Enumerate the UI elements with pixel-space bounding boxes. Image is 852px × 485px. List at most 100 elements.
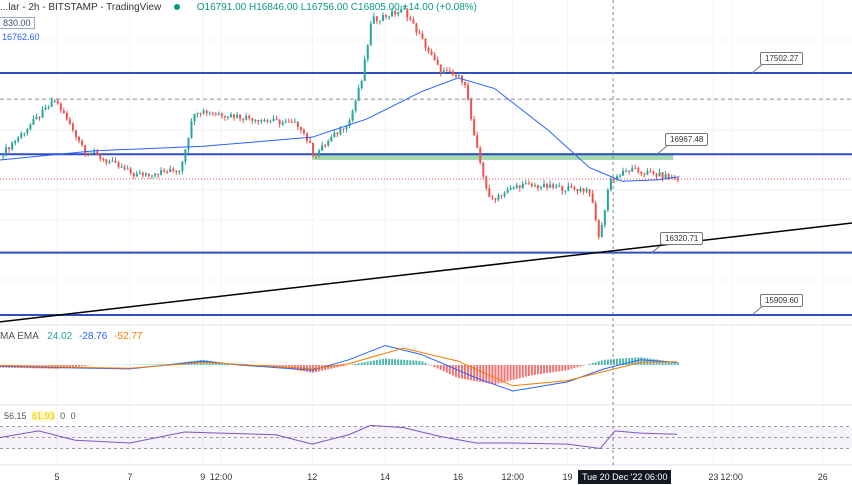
level-price-label[interactable]: 16320.71 <box>660 231 704 245</box>
macd-histogram-bar <box>637 357 640 365</box>
macd-hist-value: 24.02 <box>47 331 73 342</box>
macd-histogram-bar <box>81 365 84 367</box>
candle-body <box>163 170 166 172</box>
macd-histogram-bar <box>445 365 448 373</box>
trendline <box>0 222 852 323</box>
chart-legend: ...lar - 2h - BITSTAMP - TradingView O16… <box>0 2 477 13</box>
candle-body <box>412 19 415 24</box>
candle-body <box>385 15 388 17</box>
candle-body <box>397 12 400 15</box>
macd-histogram-bar <box>68 365 71 368</box>
macd-histogram-bar <box>546 365 549 374</box>
macd-histogram-bar <box>676 362 679 365</box>
candle-body <box>154 173 157 176</box>
candle-body <box>135 173 138 177</box>
macd-histogram-bar <box>543 365 546 374</box>
candle-body <box>309 140 312 143</box>
candle-body <box>631 168 634 172</box>
candle-body <box>105 159 108 163</box>
macd-histogram-bar <box>275 365 278 367</box>
macd-histogram-bar <box>661 360 664 365</box>
candle-body <box>366 45 369 60</box>
macd-histogram-bar <box>427 364 430 365</box>
candle-body <box>71 123 74 131</box>
macd-histogram-bar <box>515 365 518 379</box>
candle-body <box>573 187 576 190</box>
candle-body <box>588 189 591 194</box>
candle-body <box>126 168 129 170</box>
macd-histogram-bar <box>71 365 74 368</box>
macd-histogram-bar <box>518 365 521 379</box>
rsi-value: 56.15 <box>4 411 27 421</box>
candle-body <box>251 118 254 121</box>
macd-histogram-bar <box>436 365 439 369</box>
support-zone <box>312 153 674 160</box>
candle-body <box>676 178 679 180</box>
candle-body <box>454 74 457 77</box>
candle-body <box>348 120 351 127</box>
macd-histogram-bar <box>272 365 275 367</box>
candle-body <box>312 142 315 155</box>
candle-body <box>5 147 8 156</box>
candle-body <box>634 168 637 170</box>
candle-body <box>248 115 251 119</box>
macd-histogram-bar <box>476 365 479 382</box>
macd-histogram-bar <box>381 358 384 365</box>
candle-body <box>357 87 360 101</box>
candle-body <box>315 154 318 156</box>
time-axis-tick: 9 <box>200 472 206 482</box>
candle-body <box>643 173 646 175</box>
open-value: O16791.00 <box>196 2 247 13</box>
macd-histogram-bar <box>385 358 388 365</box>
level-price-label[interactable]: 15909.60 <box>760 294 804 308</box>
candle-body <box>187 137 190 150</box>
candle-body <box>150 175 153 177</box>
candle-body <box>667 174 670 178</box>
macd-histogram-bar <box>555 365 558 372</box>
candle-body <box>543 183 546 188</box>
candle-body <box>41 109 44 118</box>
candle-body <box>14 141 17 144</box>
macd-histogram-bar <box>533 365 536 375</box>
candle-body <box>281 122 284 125</box>
macd-histogram-bar <box>664 360 667 365</box>
candle-body <box>327 141 330 146</box>
price-box[interactable]: 830.00 <box>0 17 35 29</box>
macd-histogram-bar <box>573 365 576 369</box>
candle-body <box>482 162 485 177</box>
candle-body <box>68 119 71 124</box>
level-price-label[interactable]: 16967.48 <box>665 133 709 147</box>
candle-body <box>239 114 242 119</box>
time-axis-tick: 7 <box>127 472 133 482</box>
candle-body <box>400 9 403 13</box>
candle-body <box>524 183 527 185</box>
time-axis-tick: 26 <box>817 472 828 482</box>
candle-body <box>591 193 594 204</box>
candle-body <box>582 188 585 192</box>
candle-body <box>169 168 172 172</box>
candle-body <box>141 172 144 176</box>
time-axis-tick: 16 <box>453 472 464 482</box>
candle-body <box>257 119 260 122</box>
candle-body <box>530 183 533 186</box>
macd-histogram-bar <box>567 365 570 370</box>
macd-histogram-bar <box>375 359 378 365</box>
candle-body <box>236 114 239 118</box>
candle-body <box>65 112 68 120</box>
time-axis-tick: 12:00 <box>501 472 525 482</box>
macd-histogram-bar <box>640 357 643 365</box>
macd-histogram-bar <box>342 365 345 367</box>
candle-body <box>439 64 442 74</box>
candle-body <box>515 185 518 188</box>
candle-body <box>637 168 640 173</box>
crosshair-time-label: Tue 20 Dec '22 06:00 <box>578 470 672 484</box>
candle-body <box>606 189 609 211</box>
level-price-label[interactable]: 17502.27 <box>760 52 804 65</box>
candle-body <box>479 147 482 163</box>
candle-body <box>290 121 293 123</box>
candle-body <box>506 189 509 193</box>
macd-histogram-bar <box>266 365 269 367</box>
candle-body <box>120 166 123 168</box>
macd-histogram-bar <box>521 365 524 378</box>
